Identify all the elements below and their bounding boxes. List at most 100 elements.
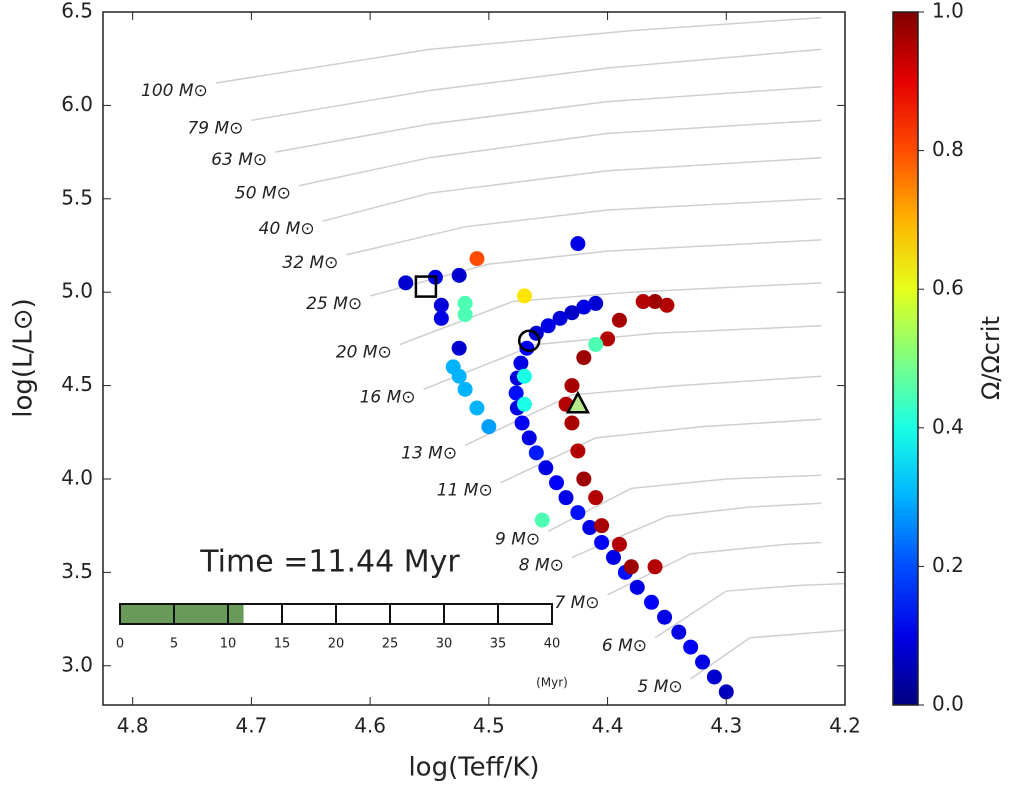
y-tick-label: 4.5: [61, 372, 93, 396]
star-point: [582, 520, 598, 536]
star-point: [519, 340, 535, 356]
track-label: 63 M⊙: [211, 150, 267, 170]
star-point: [706, 669, 722, 685]
star-point: [623, 559, 639, 575]
star-point: [538, 460, 554, 476]
star-point: [552, 310, 568, 326]
star-point: [570, 236, 586, 252]
star-point: [564, 305, 580, 321]
star-point: [508, 385, 524, 401]
star-point: [695, 654, 711, 670]
star-point: [433, 310, 449, 326]
time-bar-tick-label: 10: [220, 637, 237, 652]
triangle-marker: [565, 390, 590, 414]
track-label: 6 M⊙: [602, 636, 647, 656]
y-tick-label: 6.0: [61, 92, 93, 116]
star-point: [671, 624, 687, 640]
track-label: 11 M⊙: [437, 481, 493, 501]
track-label: 7 M⊙: [554, 593, 599, 613]
star-point: [683, 639, 699, 655]
star-point: [558, 490, 574, 506]
evolution-track: [500, 418, 822, 484]
evolution-track: [547, 474, 822, 532]
track-label: 32 M⊙: [282, 253, 338, 273]
colorbar-tick-label: 0.4: [932, 414, 964, 438]
star-point: [657, 609, 673, 625]
track-label: 9 M⊙: [495, 529, 540, 549]
evolution-track: [322, 156, 822, 222]
y-tick-label: 3.0: [61, 652, 93, 676]
circle-marker: [517, 329, 541, 353]
star-point: [588, 336, 604, 352]
y-tick-label: 5.0: [61, 279, 93, 303]
star-point: [647, 559, 663, 575]
star-point: [516, 368, 532, 384]
square-marker: [414, 275, 438, 298]
track-label: 25 M⊙: [306, 294, 362, 314]
track-label: 5 M⊙: [638, 677, 683, 697]
star-point: [433, 297, 449, 313]
star-point: [534, 512, 550, 528]
star-point: [398, 275, 414, 291]
track-label: 16 M⊙: [360, 387, 416, 407]
star-point: [451, 267, 467, 283]
track-label: 8 M⊙: [519, 555, 564, 575]
x-tick-label: 4.2: [829, 714, 861, 738]
star-point: [594, 518, 610, 534]
star-point: [570, 505, 586, 521]
y-axis-label: log(L/L⊙): [9, 298, 39, 417]
evolution-track: [346, 198, 822, 256]
star-point: [457, 381, 473, 397]
time-bar-tick-label: 35: [490, 637, 507, 652]
time-bar-tick-label: 25: [382, 637, 399, 652]
colorbar-tick-label: 1.0: [932, 0, 964, 23]
colorbar: [892, 11, 919, 706]
star-point: [516, 396, 532, 412]
star-point: [469, 400, 485, 416]
star-point: [451, 340, 467, 356]
star-point: [451, 368, 467, 384]
star-point: [643, 594, 659, 610]
time-bar-tick-label: 0: [116, 637, 124, 652]
track-label: 50 M⊙: [235, 184, 291, 204]
evolution-track: [690, 629, 846, 680]
star-point: [588, 295, 604, 311]
y-tick-label: 4.0: [61, 465, 93, 489]
star-point: [647, 294, 663, 310]
colorbar-tick-label: 0.6: [932, 276, 964, 300]
x-tick-label: 4.3: [710, 714, 742, 738]
star-point: [514, 415, 530, 431]
colorbar-tick-label: 0.8: [932, 137, 964, 161]
track-label: 20 M⊙: [336, 342, 392, 362]
star-point: [611, 536, 627, 552]
plot-frame: [102, 11, 846, 706]
x-axis-label: log(Teff/K): [408, 753, 539, 783]
star-point: [469, 251, 485, 267]
x-tick-label: 4.6: [354, 714, 386, 738]
x-tick-label: 4.7: [235, 714, 267, 738]
star-point: [521, 430, 537, 446]
x-tick-label: 4.5: [473, 714, 505, 738]
star-point: [611, 312, 627, 328]
star-point: [576, 471, 592, 487]
star-point: [481, 419, 497, 435]
evolution-track: [251, 48, 822, 122]
star-point: [528, 445, 544, 461]
star-point: [588, 490, 604, 506]
star-point: [540, 318, 556, 334]
star-point: [629, 579, 645, 595]
time-bar-tick-label: 30: [436, 637, 453, 652]
star-point: [457, 295, 473, 311]
evolution-track: [215, 16, 822, 84]
star-point: [549, 475, 565, 491]
star-point: [516, 288, 532, 304]
y-tick-label: 6.5: [61, 0, 93, 23]
colorbar-tick-label: 0.2: [932, 553, 964, 577]
time-bar-tick-label: 40: [544, 637, 561, 652]
star-point: [635, 294, 651, 310]
star-point: [564, 415, 580, 431]
star-point: [718, 684, 734, 700]
star-point: [513, 355, 529, 371]
time-bar-tick-label: 20: [328, 637, 345, 652]
